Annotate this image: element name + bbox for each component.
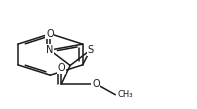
Text: S: S	[87, 45, 93, 55]
Text: O: O	[92, 79, 100, 89]
Text: N: N	[46, 45, 54, 55]
Text: O: O	[58, 63, 65, 73]
Text: CH₃: CH₃	[117, 90, 133, 99]
Text: O: O	[46, 29, 54, 39]
